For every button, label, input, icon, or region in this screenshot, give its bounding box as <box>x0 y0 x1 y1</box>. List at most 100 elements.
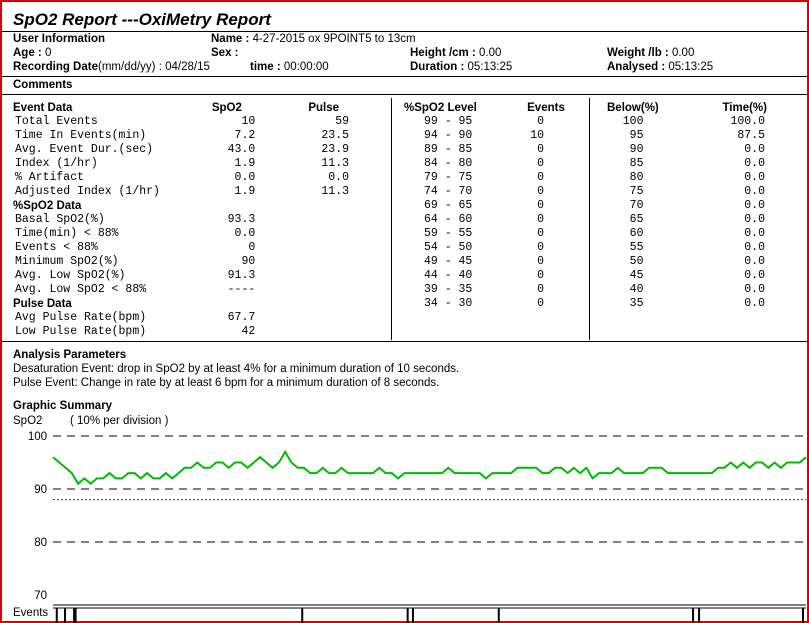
level-range: 89 - 85 <box>424 143 473 156</box>
below-row: 70 0.0 <box>597 199 777 213</box>
level-events: 0 <box>537 143 544 156</box>
time-value: 00:00:00 <box>283 61 329 73</box>
below-row: 55 0.0 <box>597 241 777 255</box>
spo2-row-label: Events < 88% <box>15 241 98 254</box>
spo2-row-value: 90 <box>241 255 256 268</box>
spo2-row-value: 91.3 <box>227 269 256 282</box>
pulse-data-heading: Pulse Data <box>13 298 72 310</box>
below-value: 45 <box>629 269 644 282</box>
age-label: Age : <box>13 47 42 59</box>
y-tick-label: 90 <box>34 484 47 496</box>
below-value: 50 <box>629 255 644 268</box>
weight-value: 0.00 <box>671 47 695 59</box>
event-row-pulse: 11.3 <box>321 185 349 198</box>
duration-value: 05:13:25 <box>467 61 513 73</box>
col-pulse-header: Pulse <box>308 102 339 114</box>
level-events: 0 <box>537 185 544 198</box>
spo2-row-label: Minimum SpO2(%) <box>15 255 119 268</box>
level-events: 0 <box>537 199 544 212</box>
duration-field: Duration : 05:13:25 <box>410 61 512 73</box>
level-row: 59 - 55 0 <box>398 227 578 241</box>
time-value: 0.0 <box>744 213 765 226</box>
pulse-row-label: Avg Pulse Rate(bpm) <box>15 311 147 324</box>
below-table: Below(%) Time(%) 100 100.0 95 87.5 90 0.0 8… <box>597 101 777 311</box>
time-value: 0.0 <box>744 283 765 296</box>
event-row: Time In Events(min) 7.2 23.5 <box>13 129 353 143</box>
time-value: 87.5 <box>737 129 765 142</box>
below-row: 35 0.0 <box>597 297 777 311</box>
chart-grid <box>53 435 806 606</box>
event-row: Index (1/hr) 1.9 11.3 <box>13 157 353 171</box>
sex-field: Sex : <box>211 47 239 59</box>
height-value: 0.00 <box>479 47 502 59</box>
below-row: 45 0.0 <box>597 269 777 283</box>
level-range: 69 - 65 <box>424 199 473 212</box>
level-events: 0 <box>537 115 544 128</box>
level-events: 0 <box>537 241 544 254</box>
time-value: 0.0 <box>744 199 765 212</box>
level-row: 84 - 80 0 <box>398 157 578 171</box>
below-value: 80 <box>629 171 644 184</box>
event-row-label: Adjusted Index (1/hr) <box>15 185 160 198</box>
level-range: 99 - 95 <box>424 115 473 128</box>
below-row: 75 0.0 <box>597 185 777 199</box>
analysed-label: Analysed : <box>607 61 666 73</box>
time-value: 0.0 <box>744 297 765 310</box>
event-row-label: Index (1/hr) <box>15 157 98 170</box>
level-range: 79 - 75 <box>424 171 473 184</box>
chart-y-axis: 100 90 80 70 <box>28 431 47 602</box>
level-row: 44 - 40 0 <box>398 269 578 283</box>
analysis-heading: Analysis Parameters <box>13 349 127 361</box>
below-value: 55 <box>629 241 644 254</box>
time-label: time : <box>250 61 281 73</box>
below-row: 90 0.0 <box>597 143 777 157</box>
time-value: 0.0 <box>744 157 765 170</box>
column-divider-1 <box>391 98 392 340</box>
event-row: Adjusted Index (1/hr) 1.9 11.3 <box>13 185 353 199</box>
level-range: 64 - 60 <box>424 213 473 226</box>
analysed-value: 05:13:25 <box>668 61 714 73</box>
col-below-header: Below(%) <box>607 102 659 114</box>
level-row: 74 - 70 0 <box>398 185 578 199</box>
comments-divider <box>2 94 807 95</box>
level-range: 59 - 55 <box>424 227 473 240</box>
below-value: 35 <box>629 297 644 310</box>
level-events: 0 <box>537 171 544 184</box>
level-range: 44 - 40 <box>424 269 473 282</box>
spo2-row: Avg. Low SpO2(%) 91.3 <box>13 269 353 283</box>
below-value: 90 <box>629 143 644 156</box>
analysis-pulse: Pulse Event: Change in rate by at least … <box>13 377 440 389</box>
level-row: 49 - 45 0 <box>398 255 578 269</box>
event-row-spo2: 1.9 <box>234 185 256 198</box>
event-row-pulse: 11.3 <box>321 157 349 170</box>
col-level-header: %SpO2 Level <box>404 102 477 114</box>
below-value: 75 <box>629 185 644 198</box>
below-value: 85 <box>629 157 644 170</box>
spo2-row: Events < 88% 0 <box>13 241 353 255</box>
event-data-heading: Event Data <box>13 102 73 114</box>
col-events-header: Events <box>527 102 565 114</box>
level-range: 49 - 45 <box>424 255 473 268</box>
level-row: 39 - 35 0 <box>398 283 578 297</box>
event-row: % Artifact 0.0 0.0 <box>13 171 353 185</box>
time-value: 100.0 <box>730 115 765 128</box>
pulse-row: Low Pulse Rate(bpm) 42 <box>13 325 353 339</box>
spo2-row-label: Avg. Low SpO2(%) <box>15 269 126 282</box>
level-events: 0 <box>537 269 544 282</box>
level-events: 0 <box>537 255 544 268</box>
event-row-pulse: 23.9 <box>321 143 349 156</box>
spo2-data-heading: %SpO2 Data <box>13 200 82 212</box>
below-value: 60 <box>629 227 644 240</box>
below-row: 80 0.0 <box>597 171 777 185</box>
level-row: 54 - 50 0 <box>398 241 578 255</box>
event-row-pulse: 59 <box>335 115 349 128</box>
below-row: 85 0.0 <box>597 157 777 171</box>
event-row-pulse: 0.0 <box>328 171 349 184</box>
spo2-row-value: 93.3 <box>227 213 256 226</box>
level-events: 0 <box>537 157 544 170</box>
spo2-row: Avg. Low SpO2 < 88% ---- <box>13 283 353 297</box>
y-tick-label: 80 <box>34 537 47 549</box>
pulse-row: Avg Pulse Rate(bpm) 67.7 <box>13 311 353 325</box>
level-events: 0 <box>537 227 544 240</box>
level-events: 0 <box>537 213 544 226</box>
